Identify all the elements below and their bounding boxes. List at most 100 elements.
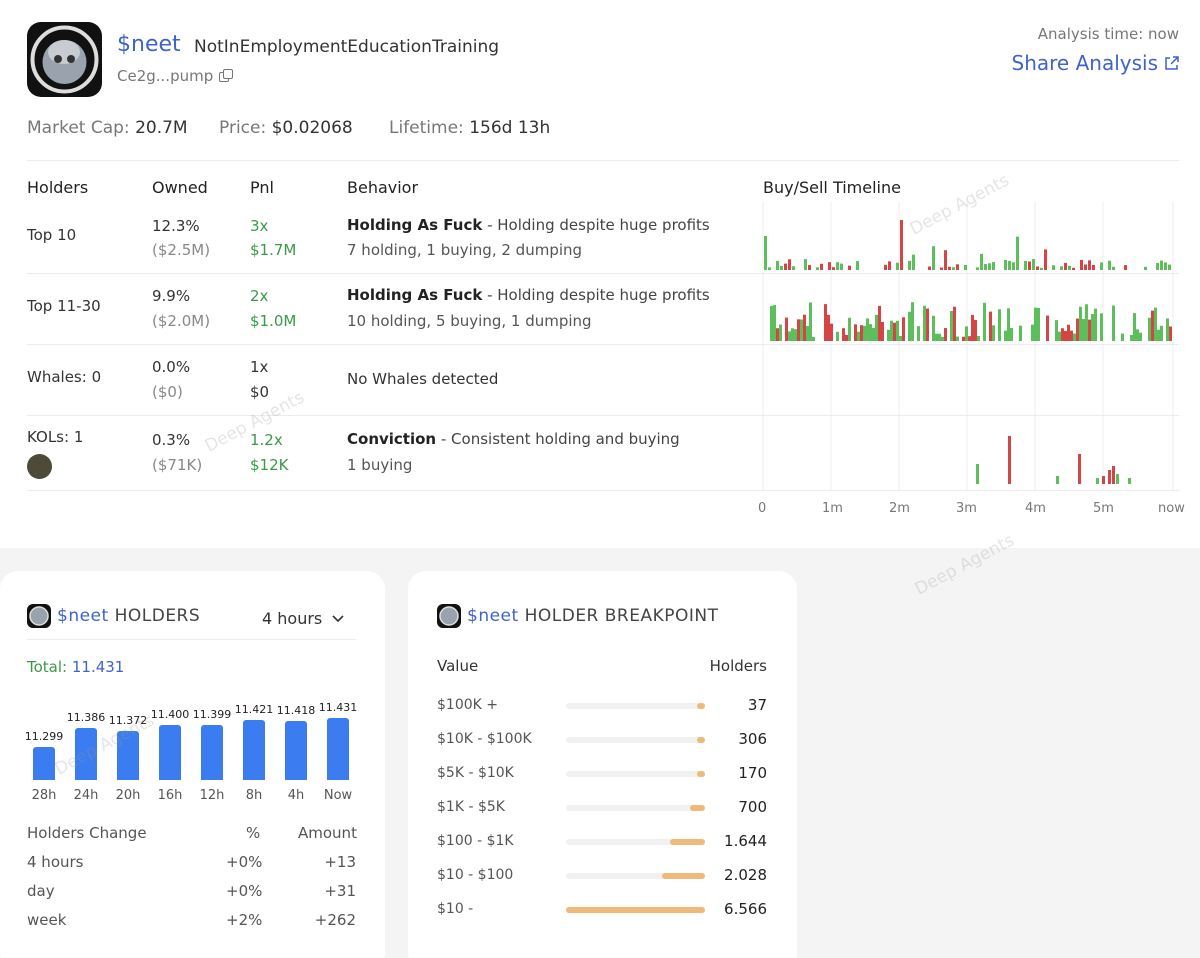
chevron-down-icon[interactable]	[332, 614, 344, 623]
lifetime-value: 156d 13h	[469, 118, 551, 138]
price-label: Price:	[219, 118, 267, 138]
buy-activity-bar	[1058, 331, 1061, 341]
sell-activity-bar	[832, 267, 835, 270]
interval-value[interactable]: 4 hours	[262, 609, 323, 628]
buy-activity-bar	[983, 302, 986, 341]
holders-total: Total: 11.431	[27, 658, 124, 676]
holders-bar[interactable]	[117, 731, 139, 780]
holders-bar[interactable]	[75, 727, 97, 780]
buy-activity-bar	[1024, 260, 1027, 270]
breakpoint-holders-count: 6.566	[724, 900, 767, 918]
sell-activity-bar	[828, 262, 831, 270]
buy-activity-bar	[956, 336, 959, 341]
buy-activity-bar	[935, 333, 938, 341]
external-link-icon[interactable]	[1164, 55, 1179, 71]
breakpoint-range-label: $10K - $100K	[437, 731, 532, 747]
holders-bar-value: 11.418	[276, 703, 316, 717]
breakpoint-card-title: $neet HOLDER BREAKPOINT	[437, 604, 719, 628]
buy-activity-bar	[1031, 324, 1034, 341]
buy-activity-bar	[938, 333, 941, 341]
breakpoint-bar-track	[566, 873, 705, 879]
pnl-usd: $1.7M	[250, 241, 297, 259]
pnl-usd: $12K	[250, 456, 289, 474]
holders-bar-value: 11.372	[108, 714, 148, 728]
token-analysis-card	[0, 0, 1200, 548]
token-avatar	[27, 22, 102, 97]
buy-activity-bar	[856, 261, 859, 270]
sell-activity-bar	[989, 311, 992, 341]
kol-avatar[interactable]	[27, 454, 52, 479]
buy-activity-bar	[836, 262, 839, 270]
buy-activity-bar	[890, 320, 893, 341]
buy-activity-bar	[1148, 317, 1151, 341]
holders-bar-value: 11.400	[150, 707, 190, 721]
sell-activity-bar	[827, 314, 830, 341]
sell-activity-bar	[962, 336, 965, 341]
lifetime-stat: Lifetime: 156d 13h	[389, 118, 550, 138]
buy-activity-bar	[1091, 314, 1094, 341]
sell-activity-bar	[900, 220, 903, 270]
token-logo-icon	[437, 604, 461, 628]
holders-bar-label: 12h	[199, 788, 225, 803]
change-pct: +2%	[226, 911, 263, 929]
change-header-label: Holders Change	[27, 824, 147, 842]
buy-activity-bar	[1166, 318, 1169, 341]
owned-usd: ($0)	[152, 383, 183, 401]
holders-bar[interactable]	[327, 718, 349, 780]
sell-activity-bar	[1046, 315, 1049, 341]
buy-activity-bar	[941, 336, 944, 341]
buy-activity-bar	[780, 265, 783, 270]
market-cap-stat: Market Cap: 20.7M	[27, 118, 188, 138]
buy-activity-bar	[1144, 266, 1147, 270]
breakpoint-range-label: $10 - $100	[437, 867, 514, 883]
sell-activity-bar	[1088, 319, 1091, 341]
buy-activity-bar	[768, 267, 771, 270]
buy-activity-bar	[836, 331, 839, 341]
row-divider	[27, 415, 1179, 416]
behavior-desc: - Consistent holding and buying	[436, 430, 680, 448]
sell-activity-bar	[944, 328, 947, 341]
holders-bar[interactable]	[243, 720, 265, 780]
pnl-multiple: 1x	[250, 358, 269, 376]
buy-activity-bar	[1055, 320, 1058, 341]
sell-activity-bar	[1036, 266, 1039, 270]
interval-select[interactable]: 4 hours	[262, 609, 344, 628]
breakpoint-bar-fill	[662, 873, 705, 879]
breakpoint-bar-fill	[670, 839, 705, 845]
share-analysis-link[interactable]: Share Analysis	[1012, 51, 1179, 75]
sell-activity-bar	[968, 336, 971, 341]
sell-activity-bar	[971, 315, 974, 341]
copy-icon[interactable]	[219, 69, 234, 83]
breakpoint-range-label: $5K - $10K	[437, 765, 514, 781]
sell-activity-bar	[1076, 318, 1079, 341]
buy-activity-bar	[1094, 308, 1097, 341]
sell-activity-bar	[1084, 264, 1087, 270]
holders-bar[interactable]	[201, 725, 223, 780]
sell-activity-bar	[974, 319, 977, 341]
behavior-summary: Holding As Fuck - Holding despite huge p…	[347, 286, 710, 304]
buy-activity-bar	[764, 236, 767, 270]
sell-activity-bar	[948, 266, 951, 270]
breakpoint-bar-track	[566, 771, 705, 777]
holders-bar[interactable]	[159, 724, 181, 780]
sell-activity-bar	[860, 325, 863, 341]
col-header-holders: Holders	[27, 178, 89, 197]
sell-activity-bar	[888, 261, 891, 270]
sell-activity-bar	[1064, 330, 1067, 341]
holders-bar-value: 11.299	[24, 730, 64, 744]
owned-usd: ($2.0M)	[152, 312, 211, 330]
buy-activity-bar	[950, 310, 953, 341]
price-stat: Price: $0.02068	[219, 118, 353, 138]
holders-bar[interactable]	[285, 720, 307, 780]
holders-bar[interactable]	[33, 747, 55, 780]
timeline-tick: now	[1158, 501, 1185, 516]
buy-activity-bar	[1112, 305, 1115, 341]
buy-activity-bar	[998, 309, 1001, 341]
col-header-value: Value	[437, 657, 479, 675]
buy-activity-bar	[896, 320, 899, 341]
buy-activity-bar	[857, 331, 860, 341]
share-analysis-label[interactable]: Share Analysis	[1011, 51, 1158, 75]
buy-activity-bar	[1056, 476, 1059, 484]
buy-activity-bar	[1016, 236, 1019, 270]
timeline-tick: 5m	[1093, 501, 1114, 516]
